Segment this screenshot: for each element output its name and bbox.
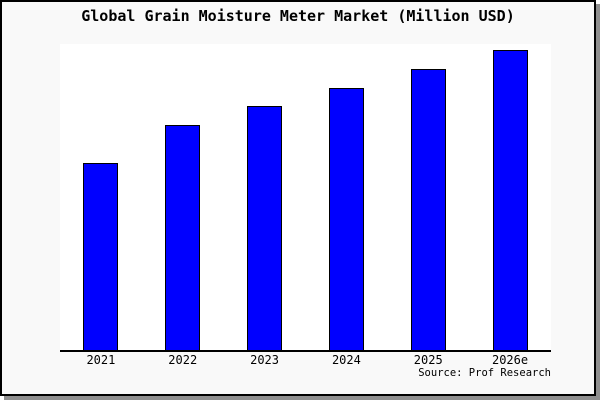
x-tick-label-2022: 2022 — [168, 353, 198, 367]
bar-2022 — [165, 125, 201, 350]
bar-2025 — [410, 68, 446, 350]
plot-area — [60, 44, 551, 352]
bar-2021 — [83, 162, 119, 350]
x-tick-label-2025: 2025 — [413, 353, 443, 367]
x-tick-label-2024: 2024 — [331, 353, 361, 367]
x-tick-label-2026e: 2026e — [491, 353, 529, 367]
x-tick-label-2023: 2023 — [250, 353, 280, 367]
bar-2024 — [328, 87, 364, 350]
x-axis-ticks: 2021 2022 2023 2024 2025 2026e — [60, 353, 551, 367]
chart-title: Global Grain Moisture Meter Market (Mill… — [81, 7, 515, 25]
source-label: Source: Prof Research — [418, 367, 551, 379]
bar-2023 — [247, 106, 283, 350]
x-tick-label-2021: 2021 — [86, 353, 116, 367]
bar-2026e — [492, 50, 528, 350]
